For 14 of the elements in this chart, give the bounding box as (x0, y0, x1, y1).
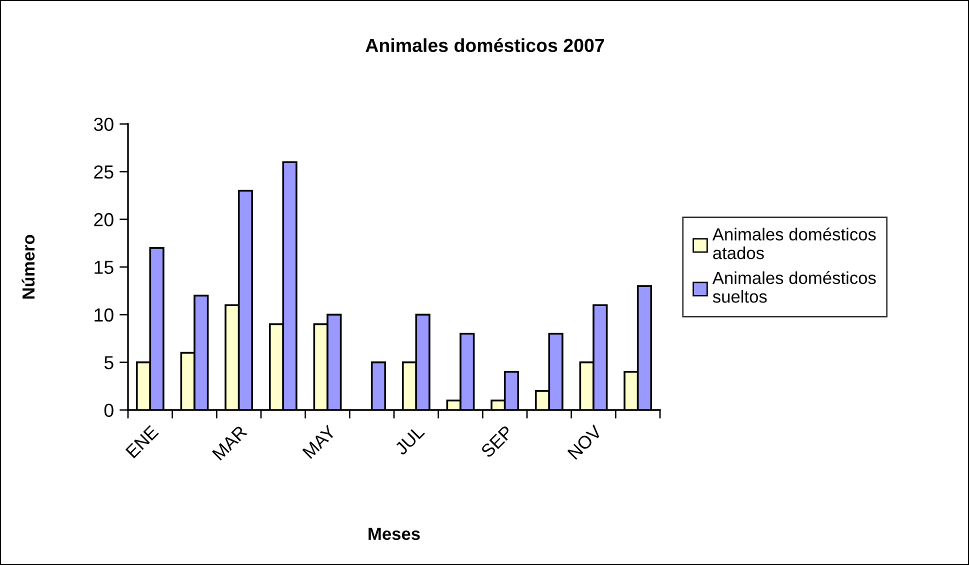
legend-label: Animales domésticos atados (712, 228, 876, 260)
y-tick-label: 30 (94, 118, 114, 131)
x-tick-label: SEP (480, 424, 514, 458)
chart-title: Animales domésticos 2007 (366, 38, 604, 52)
y-tick-label: 15 (94, 260, 114, 274)
y-tick-label: 10 (94, 308, 114, 322)
y-tick-label: 0 (104, 404, 114, 417)
y-tick-label: 5 (104, 356, 114, 370)
x-axis-title: Meses (368, 528, 420, 540)
y-tick-label: 20 (94, 213, 114, 226)
y-axis-title: Número (22, 234, 35, 299)
x-tick-label: JUL (394, 424, 426, 456)
y-tick-label: 25 (94, 165, 114, 179)
legend-label: Animales domésticos sueltos (712, 271, 876, 303)
